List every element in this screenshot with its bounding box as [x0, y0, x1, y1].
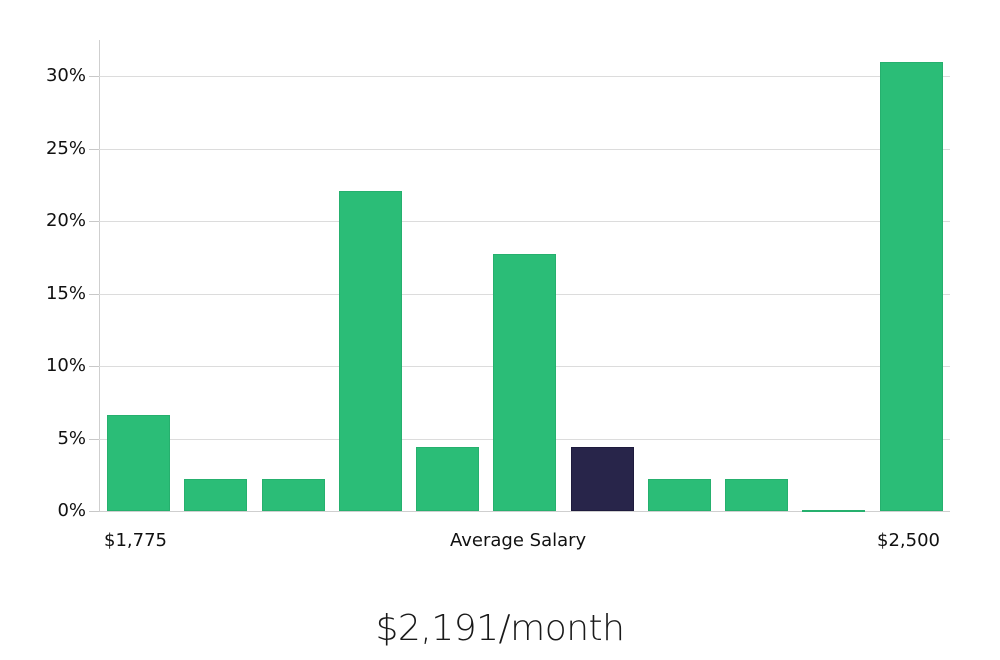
y-tick-mark: [89, 221, 99, 222]
y-tick-mark: [89, 148, 99, 150]
bar: [338, 190, 402, 511]
y-tick-mark: [89, 293, 99, 295]
y-tick-label: 15%: [45, 282, 86, 304]
gridline: [99, 221, 950, 222]
salary-distribution-chart: $1,775 Average Salary $2,500 0% 5% 10% 15% 2…: [45, 40, 950, 551]
y-tick-label: 0%: [57, 500, 86, 521]
gridline: [99, 76, 950, 77]
y-tick-label: 30%: [45, 65, 86, 86]
bar: [261, 479, 325, 511]
y-tick-mark: [89, 366, 99, 367]
bar: [416, 447, 480, 511]
x-axis-title: Average Salary: [450, 530, 587, 551]
bar: [802, 509, 866, 512]
bar: [647, 479, 711, 511]
y-tick-label: 5%: [57, 427, 86, 449]
bar-highlighted: [570, 447, 634, 511]
y-tick-mark: [89, 511, 99, 512]
y-axis-line: [99, 40, 100, 511]
bar: [493, 254, 557, 511]
y-tick-mark: [89, 438, 99, 440]
y-tick-label: 10%: [45, 355, 86, 376]
y-tick-label: 20%: [45, 210, 86, 231]
x-axis-max-label: $2,500: [877, 530, 940, 551]
y-tick-mark: [89, 76, 99, 77]
x-axis-min-label: $1,775: [104, 530, 167, 551]
bar: [879, 61, 943, 511]
y-tick-label: 25%: [45, 137, 86, 159]
bar: [725, 479, 789, 511]
bar: [107, 415, 170, 511]
average-salary-headline: $2,191/month: [375, 608, 625, 649]
bar: [184, 479, 248, 511]
gridline: [99, 511, 950, 512]
gridline: [99, 148, 950, 150]
